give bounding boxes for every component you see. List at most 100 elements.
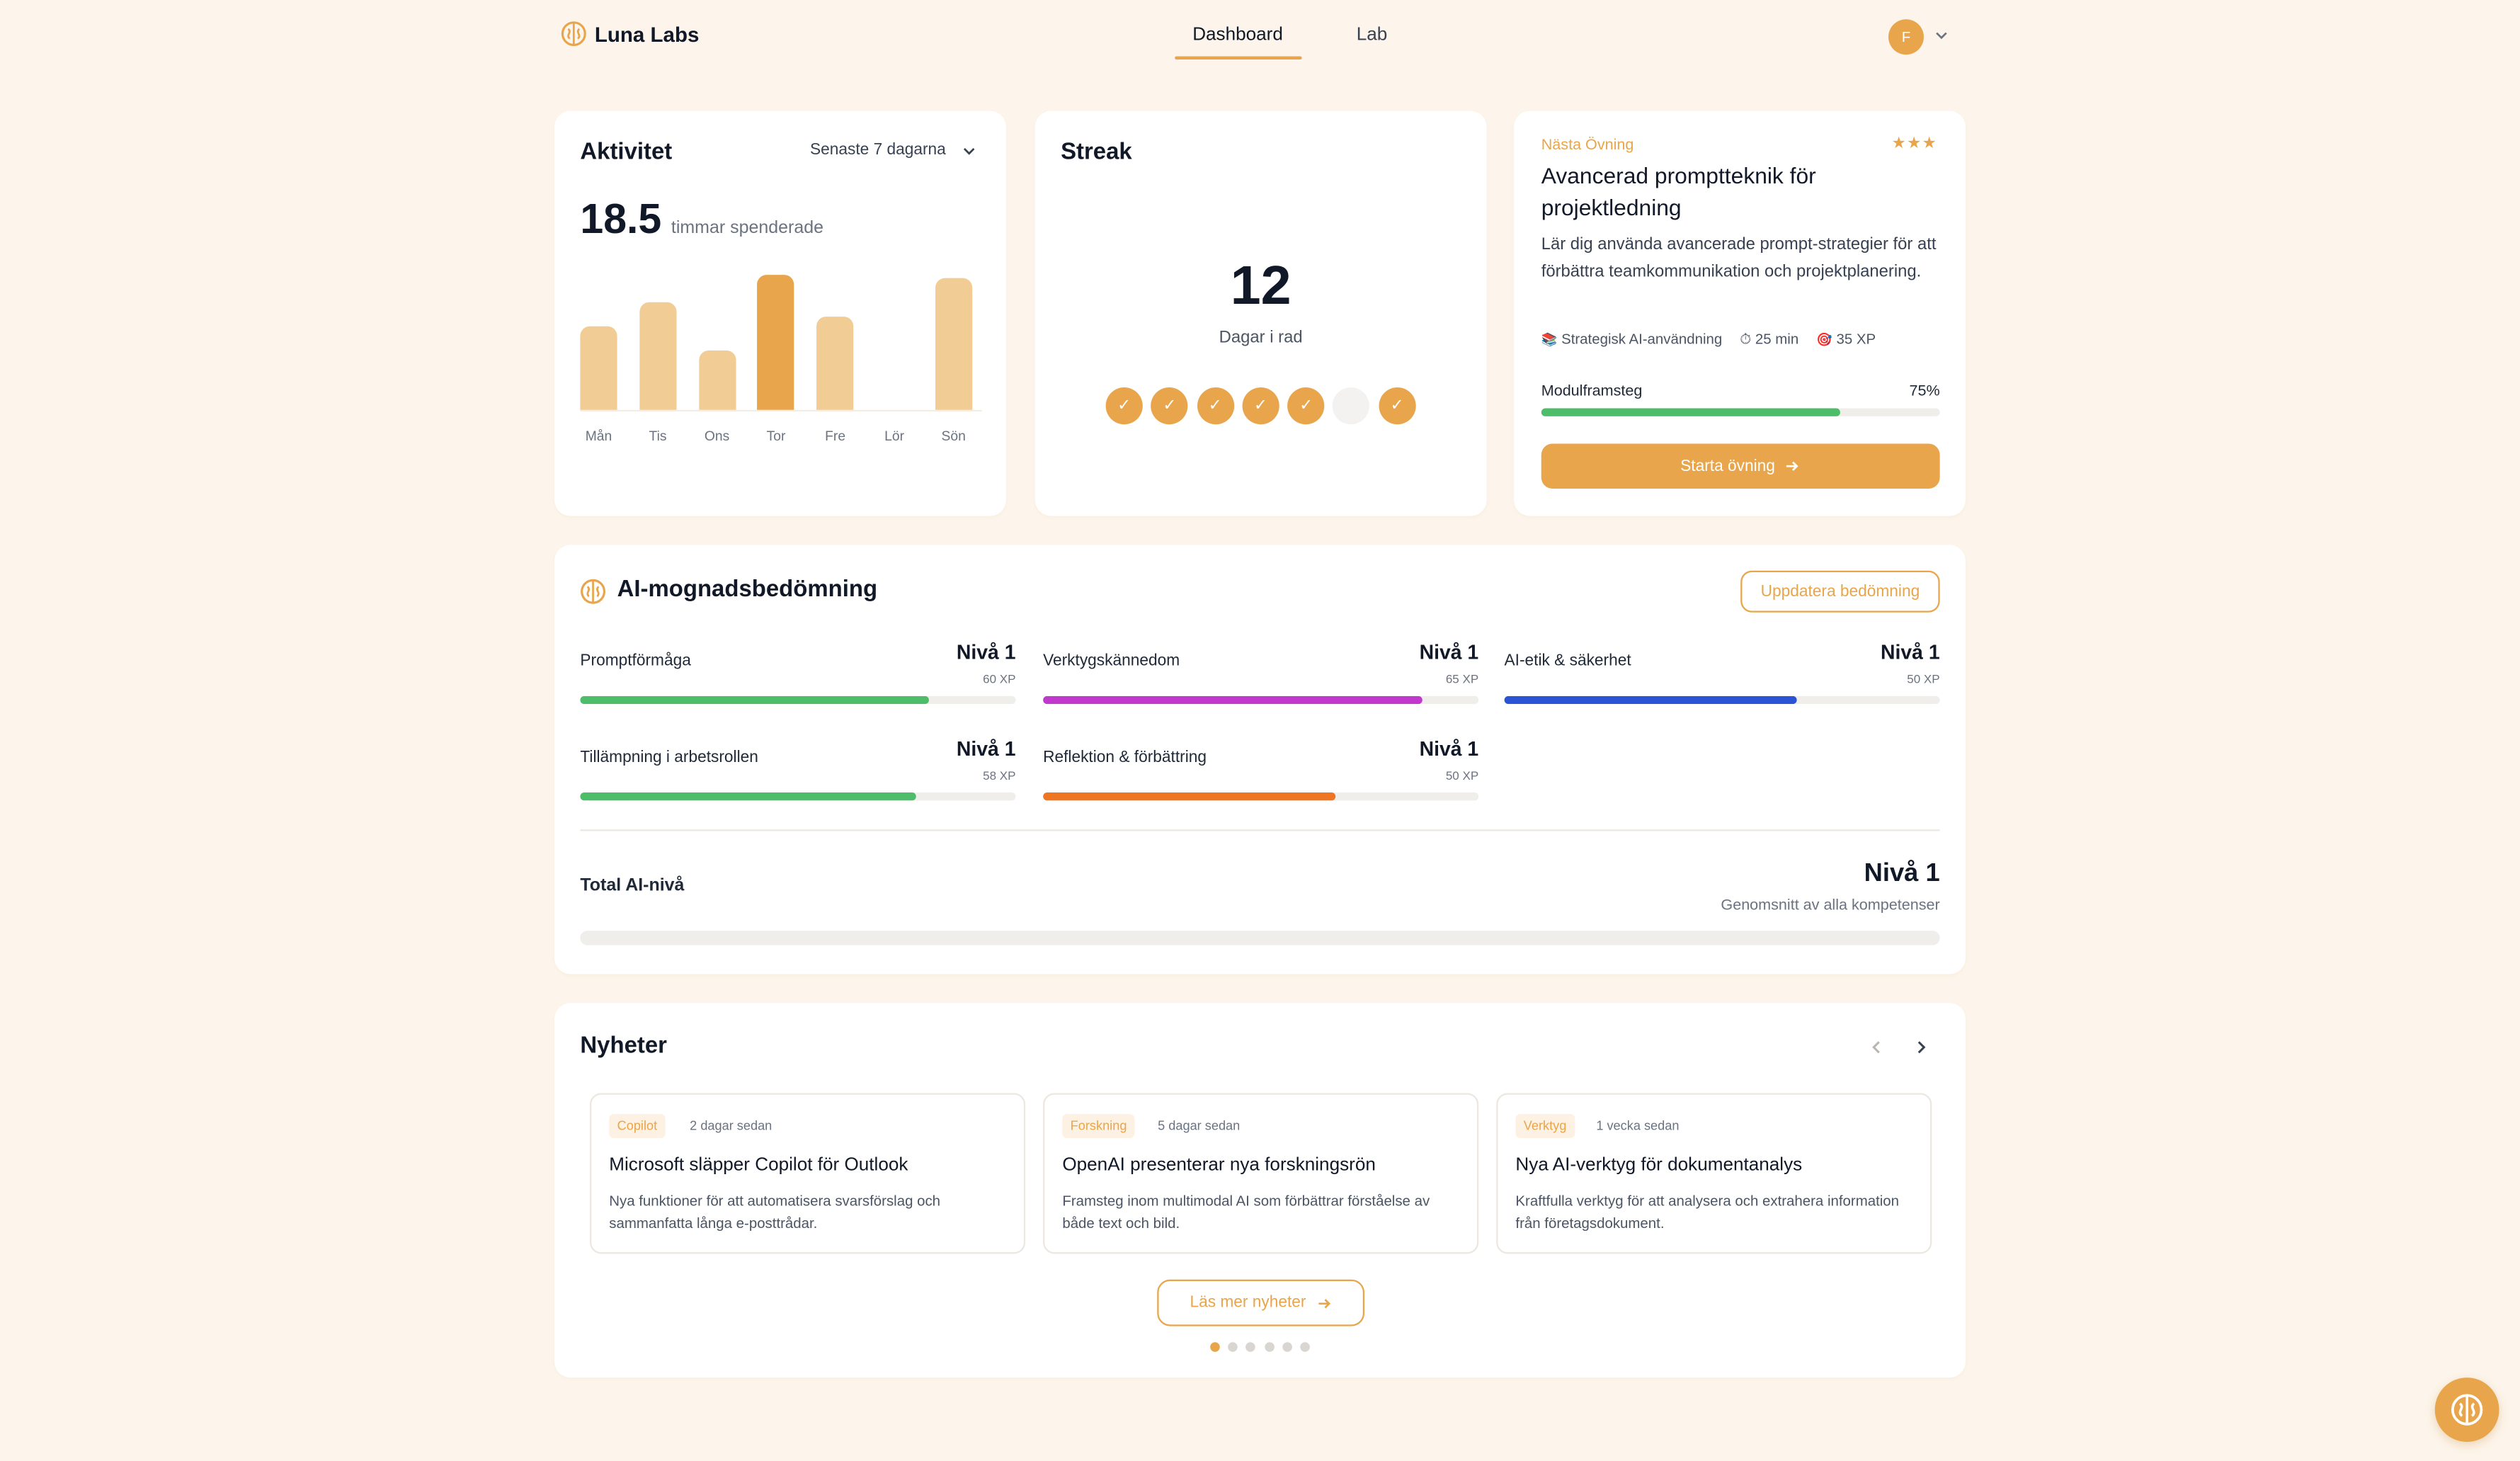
skill-level: Nivå 1 bbox=[956, 641, 1016, 664]
next-exercise-card: Nästa Övning ★★★ Avancerad promptteknik … bbox=[1514, 110, 1966, 516]
chevron-down-icon[interactable] bbox=[1934, 28, 1950, 44]
check-icon: ✓ bbox=[1299, 397, 1313, 415]
pager-dot[interactable] bbox=[1282, 1342, 1292, 1352]
read-more-news-button[interactable]: Läs mer nyheter bbox=[1157, 1279, 1365, 1326]
books-icon: 📚 bbox=[1541, 332, 1558, 348]
total-level-label: Total AI-nivå bbox=[580, 876, 685, 896]
skill-progress-bar bbox=[1043, 792, 1479, 801]
start-exercise-button[interactable]: Starta övning bbox=[1541, 443, 1940, 489]
total-level-caption: Genomsnitt av alla kompetenser bbox=[1721, 897, 1940, 915]
streak-title: Streak bbox=[1061, 140, 1132, 166]
skill-level: Nivå 1 bbox=[956, 737, 1016, 761]
news-description: Kraftfulla verktyg för att analysera och… bbox=[1515, 1193, 1900, 1232]
news-item[interactable]: Forskning 5 dagar sedan OpenAI presenterar… bbox=[1043, 1093, 1479, 1254]
news-tag: Forskning bbox=[1062, 1113, 1135, 1139]
check-icon: ✓ bbox=[1390, 397, 1404, 415]
streak-caption: Dagar i rad bbox=[1219, 328, 1303, 348]
activity-card: Aktivitet Senaste 7 dagarna 18.5 timmar … bbox=[554, 110, 1006, 516]
skill-progress-fill bbox=[1043, 792, 1335, 801]
streak-day-done: ✓ bbox=[1197, 387, 1234, 425]
skill-progress-fill bbox=[580, 792, 916, 801]
news-title: Nyheter bbox=[580, 1033, 667, 1059]
meta-duration: ⏱ 25 min bbox=[1740, 331, 1799, 348]
skill-level: Nivå 1 bbox=[1881, 641, 1940, 664]
bar-label: Tis bbox=[649, 427, 667, 444]
streak-day-done: ✓ bbox=[1378, 387, 1416, 425]
meta-category: 📚 Strategisk AI-användning bbox=[1541, 331, 1723, 348]
tab-dashboard[interactable]: Dashboard bbox=[1192, 25, 1283, 45]
skill-progress-bar bbox=[580, 792, 1016, 801]
ai-assistant-button[interactable] bbox=[2434, 1377, 2499, 1443]
skill-label: Reflektion & förbättring bbox=[1043, 749, 1207, 767]
avatar[interactable]: F bbox=[1888, 19, 1924, 55]
news-description: Framsteg inom multimodal AI som förbättr… bbox=[1062, 1193, 1430, 1232]
brain-icon bbox=[581, 579, 606, 604]
arrow-right-icon bbox=[1786, 461, 1799, 471]
activity-bar bbox=[639, 302, 677, 410]
skill-xp: 60 XP bbox=[983, 671, 1016, 687]
range-select[interactable]: Senaste 7 dagarna bbox=[810, 142, 976, 159]
activity-bar bbox=[816, 317, 854, 410]
brand-name: Luna Labs bbox=[594, 21, 700, 46]
news-item[interactable]: Verktyg 1 vecka sedan Nya AI-verktyg för d… bbox=[1496, 1093, 1932, 1254]
news-headline: OpenAI presenterar nya forskningsrön bbox=[1062, 1155, 1376, 1176]
meta-xp: 🎯 35 XP bbox=[1816, 331, 1876, 348]
skill-progress-bar bbox=[1504, 695, 1940, 705]
exercise-description: Lär dig använda avancerade prompt-strate… bbox=[1541, 234, 1937, 282]
chevron-down-icon bbox=[962, 147, 974, 154]
pager-dot[interactable] bbox=[1264, 1342, 1274, 1352]
chevron-left-icon[interactable] bbox=[1868, 1038, 1886, 1056]
skill-progress-fill bbox=[1043, 695, 1423, 705]
assessment-card: AI-mognadsbedömning Uppdatera bedömning … bbox=[554, 545, 1966, 974]
streak-day-done: ✓ bbox=[1105, 387, 1143, 425]
assessment-title: AI-mognadsbedömning bbox=[617, 576, 878, 603]
news-card: Nyheter Copilot 2 dagar sedan Microsoft sl… bbox=[554, 1003, 1966, 1378]
check-icon: ✓ bbox=[1163, 397, 1177, 415]
streak-day-missed bbox=[1333, 387, 1370, 425]
skill-xp: 65 XP bbox=[1445, 671, 1479, 687]
chevron-right-icon[interactable] bbox=[1912, 1038, 1930, 1056]
module-progress-bar bbox=[1541, 408, 1940, 416]
skill-label: AI-etik & säkerhet bbox=[1504, 652, 1631, 671]
stopwatch-icon: ⏱ bbox=[1740, 331, 1752, 348]
skill-progress-fill bbox=[580, 695, 929, 705]
check-icon: ✓ bbox=[1117, 397, 1131, 415]
activity-bar bbox=[580, 326, 617, 410]
skill-xp: 50 XP bbox=[1907, 671, 1940, 687]
pager-dot[interactable] bbox=[1228, 1342, 1238, 1352]
start-exercise-label: Starta övning bbox=[1680, 457, 1775, 475]
brand-logo[interactable]: Luna Labs bbox=[561, 21, 699, 47]
activity-title: Aktivitet bbox=[580, 140, 673, 166]
news-headline: Microsoft släpper Copilot för Outlook bbox=[609, 1155, 908, 1176]
news-tag: Verktyg bbox=[1515, 1113, 1575, 1139]
activity-total-value: 18.5 bbox=[580, 194, 662, 243]
pager-dot[interactable] bbox=[1210, 1342, 1220, 1352]
brain-icon bbox=[561, 21, 586, 47]
bar-label: Tor bbox=[766, 427, 786, 444]
pager-dot[interactable] bbox=[1300, 1342, 1310, 1352]
streak-card: Streak 12 Dagar i rad ✓ ✓ ✓ ✓ ✓ ✓ bbox=[1034, 110, 1487, 516]
skill-level: Nivå 1 bbox=[1419, 737, 1479, 761]
news-time: 5 dagar sedan bbox=[1158, 1118, 1241, 1134]
arrow-right-icon bbox=[1318, 1298, 1330, 1308]
module-progress-value: 75% bbox=[1909, 382, 1940, 401]
skill-item: Verktygskännedom Nivå 1 65 XP bbox=[1043, 642, 1479, 712]
news-headline: Nya AI-verktyg för dokumentanalys bbox=[1515, 1155, 1803, 1176]
streak-day-done: ✓ bbox=[1287, 387, 1325, 425]
skill-xp: 58 XP bbox=[983, 768, 1016, 783]
tab-lab[interactable]: Lab bbox=[1356, 25, 1388, 45]
skill-label: Promptförmåga bbox=[580, 652, 691, 671]
news-description: Nya funktioner för att automatisera svar… bbox=[609, 1193, 941, 1232]
news-item[interactable]: Copilot 2 dagar sedan Microsoft släpper Co… bbox=[590, 1093, 1026, 1254]
news-time: 2 dagar sedan bbox=[690, 1118, 772, 1134]
activity-bar bbox=[757, 275, 795, 410]
streak-days: ✓ ✓ ✓ ✓ ✓ ✓ bbox=[1105, 387, 1416, 425]
skill-progress-bar bbox=[580, 695, 1016, 705]
module-progress-fill bbox=[1541, 408, 1840, 416]
chart-baseline bbox=[580, 409, 982, 412]
update-assessment-button[interactable]: Uppdatera bedömning bbox=[1740, 570, 1940, 613]
skill-item: AI-etik & säkerhet Nivå 1 50 XP bbox=[1504, 641, 1940, 712]
news-pager bbox=[1210, 1342, 1310, 1352]
pager-dot[interactable] bbox=[1245, 1342, 1256, 1352]
bar-label: Ons bbox=[704, 427, 730, 444]
